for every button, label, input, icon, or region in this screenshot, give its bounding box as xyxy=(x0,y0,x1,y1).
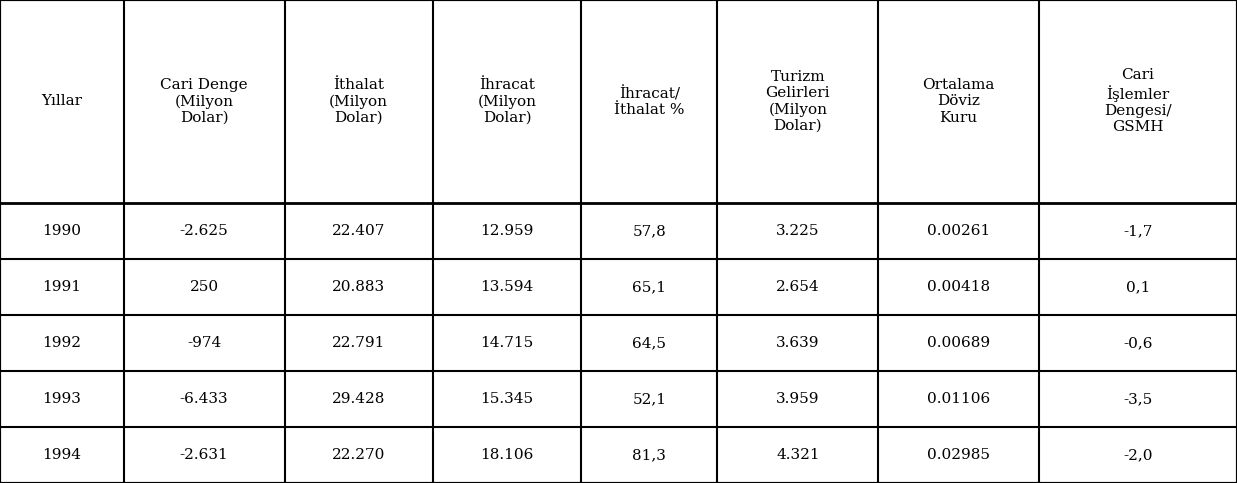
Text: Turizm
Gelirleri
(Milyon
Dolar): Turizm Gelirleri (Milyon Dolar) xyxy=(766,70,830,133)
Text: 4.321: 4.321 xyxy=(776,448,820,462)
Text: -0,6: -0,6 xyxy=(1123,336,1153,350)
Text: 1993: 1993 xyxy=(42,392,82,406)
Text: Yıllar: Yıllar xyxy=(41,95,83,108)
Text: 12.959: 12.959 xyxy=(480,224,534,238)
Text: 81,3: 81,3 xyxy=(632,448,667,462)
Text: 22.270: 22.270 xyxy=(332,448,386,462)
Text: 3.959: 3.959 xyxy=(776,392,820,406)
Text: 0.01106: 0.01106 xyxy=(927,392,991,406)
Text: 250: 250 xyxy=(189,280,219,294)
Text: 15.345: 15.345 xyxy=(481,392,533,406)
Text: -6.433: -6.433 xyxy=(179,392,229,406)
Text: 65,1: 65,1 xyxy=(632,280,667,294)
Text: 29.428: 29.428 xyxy=(332,392,386,406)
Text: 0.00418: 0.00418 xyxy=(927,280,991,294)
Text: 14.715: 14.715 xyxy=(480,336,534,350)
Text: 64,5: 64,5 xyxy=(632,336,667,350)
Text: -2.631: -2.631 xyxy=(179,448,229,462)
Text: 1994: 1994 xyxy=(42,448,82,462)
Text: 1991: 1991 xyxy=(42,280,82,294)
Text: 0.00689: 0.00689 xyxy=(927,336,991,350)
Text: -974: -974 xyxy=(187,336,221,350)
Text: 20.883: 20.883 xyxy=(333,280,385,294)
Text: 0.00261: 0.00261 xyxy=(927,224,991,238)
Text: 2.654: 2.654 xyxy=(776,280,820,294)
Text: -3,5: -3,5 xyxy=(1123,392,1153,406)
Text: 52,1: 52,1 xyxy=(632,392,667,406)
Text: Ortalama
Döviz
Kuru: Ortalama Döviz Kuru xyxy=(923,78,995,125)
Text: Cari
İşlemler
Dengesi/
GSMH: Cari İşlemler Dengesi/ GSMH xyxy=(1105,69,1171,134)
Text: 1992: 1992 xyxy=(42,336,82,350)
Text: 3.639: 3.639 xyxy=(776,336,820,350)
Text: -1,7: -1,7 xyxy=(1123,224,1153,238)
Text: 0.02985: 0.02985 xyxy=(928,448,990,462)
Text: 3.225: 3.225 xyxy=(776,224,820,238)
Text: 22.791: 22.791 xyxy=(332,336,386,350)
Text: İhracat/
İthalat %: İhracat/ İthalat % xyxy=(615,85,684,117)
Text: 13.594: 13.594 xyxy=(480,280,534,294)
Text: 1990: 1990 xyxy=(42,224,82,238)
Text: 57,8: 57,8 xyxy=(632,224,667,238)
Text: -2,0: -2,0 xyxy=(1123,448,1153,462)
Text: 22.407: 22.407 xyxy=(332,224,386,238)
Text: Cari Denge
(Milyon
Dolar): Cari Denge (Milyon Dolar) xyxy=(161,78,247,125)
Text: İhracat
(Milyon
Dolar): İhracat (Milyon Dolar) xyxy=(477,78,537,125)
Text: 0,1: 0,1 xyxy=(1126,280,1150,294)
Text: 18.106: 18.106 xyxy=(480,448,534,462)
Text: -2.625: -2.625 xyxy=(179,224,229,238)
Text: İthalat
(Milyon
Dolar): İthalat (Milyon Dolar) xyxy=(329,78,388,125)
